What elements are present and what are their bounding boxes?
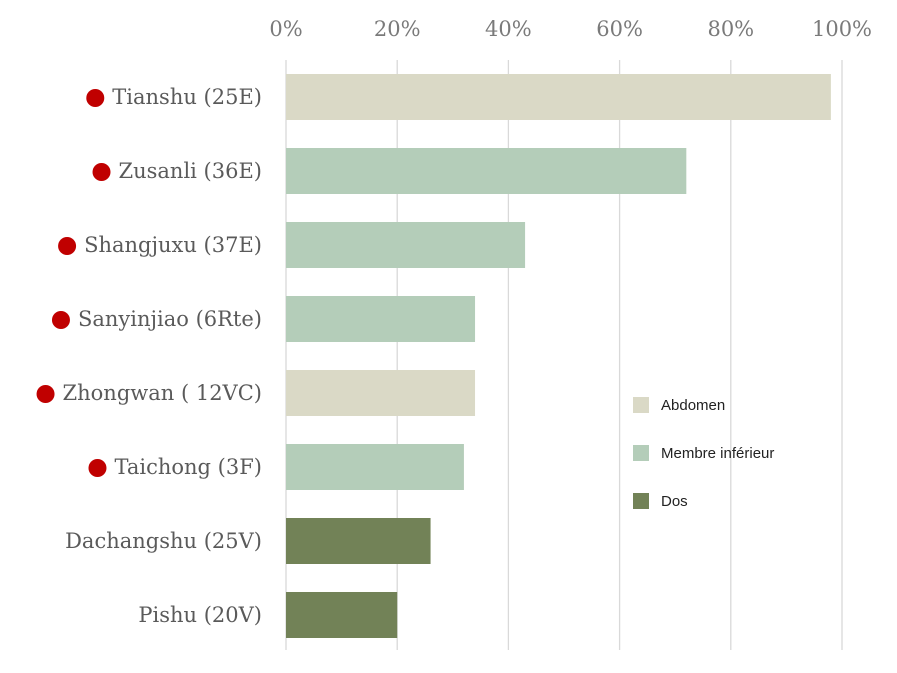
x-tick-label-2: 40%: [485, 17, 532, 41]
category-label-3: Sanyinjiao (6Rte): [78, 307, 262, 331]
legend: Abdomen Membre inférieur Dos: [633, 397, 774, 510]
category-label-5: Taichong (3F): [114, 455, 262, 479]
legend-label-0: Abdomen: [661, 397, 725, 414]
category-labels: Tianshu (25E) Zusanli (36E) Shangjuxu (37E…: [63, 85, 262, 627]
bar-3: [286, 296, 476, 342]
x-tick-label-4: 80%: [707, 17, 754, 41]
legend-swatch-1: [633, 445, 649, 461]
x-tick-label-1: 20%: [374, 17, 421, 41]
bar-2: [286, 222, 526, 268]
marker-dot-4: [36, 385, 55, 403]
legend-label-2: Dos: [661, 493, 688, 510]
x-tick-label-5: 100%: [812, 17, 872, 41]
category-label-1: Zusanli (36E): [119, 159, 262, 183]
marker-dot-0: [86, 89, 105, 107]
bar-1: [286, 148, 687, 194]
x-axis-ticks: 0% 20% 40% 60% 80% 100%: [269, 17, 872, 41]
category-label-0: Tianshu (25E): [112, 85, 262, 109]
bar-0: [286, 74, 831, 120]
category-label-7: Pishu (20V): [138, 603, 262, 627]
category-label-6: Dachangshu (25V): [65, 529, 262, 553]
bars: [286, 74, 831, 638]
bar-5: [286, 444, 464, 490]
x-tick-label-0: 0%: [269, 17, 302, 41]
x-tick-label-3: 60%: [596, 17, 643, 41]
marker-dot-1: [92, 163, 111, 181]
legend-swatch-2: [633, 493, 649, 509]
category-label-2: Shangjuxu (37E): [84, 233, 262, 257]
legend-label-1: Membre inférieur: [661, 445, 774, 462]
legend-swatch-0: [633, 397, 649, 413]
bar-6: [286, 518, 431, 564]
marker-dot-5: [88, 459, 107, 477]
marker-dot-2: [58, 237, 77, 255]
category-label-4: Zhongwan ( 12VC): [63, 381, 262, 405]
markers: [36, 89, 111, 477]
bar-7: [286, 592, 398, 638]
bar-4: [286, 370, 476, 416]
marker-dot-3: [51, 311, 70, 329]
